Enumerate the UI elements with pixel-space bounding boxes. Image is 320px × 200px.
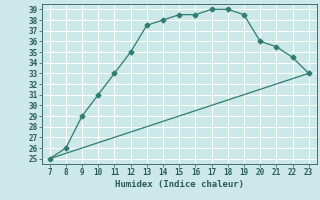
- X-axis label: Humidex (Indice chaleur): Humidex (Indice chaleur): [115, 180, 244, 189]
